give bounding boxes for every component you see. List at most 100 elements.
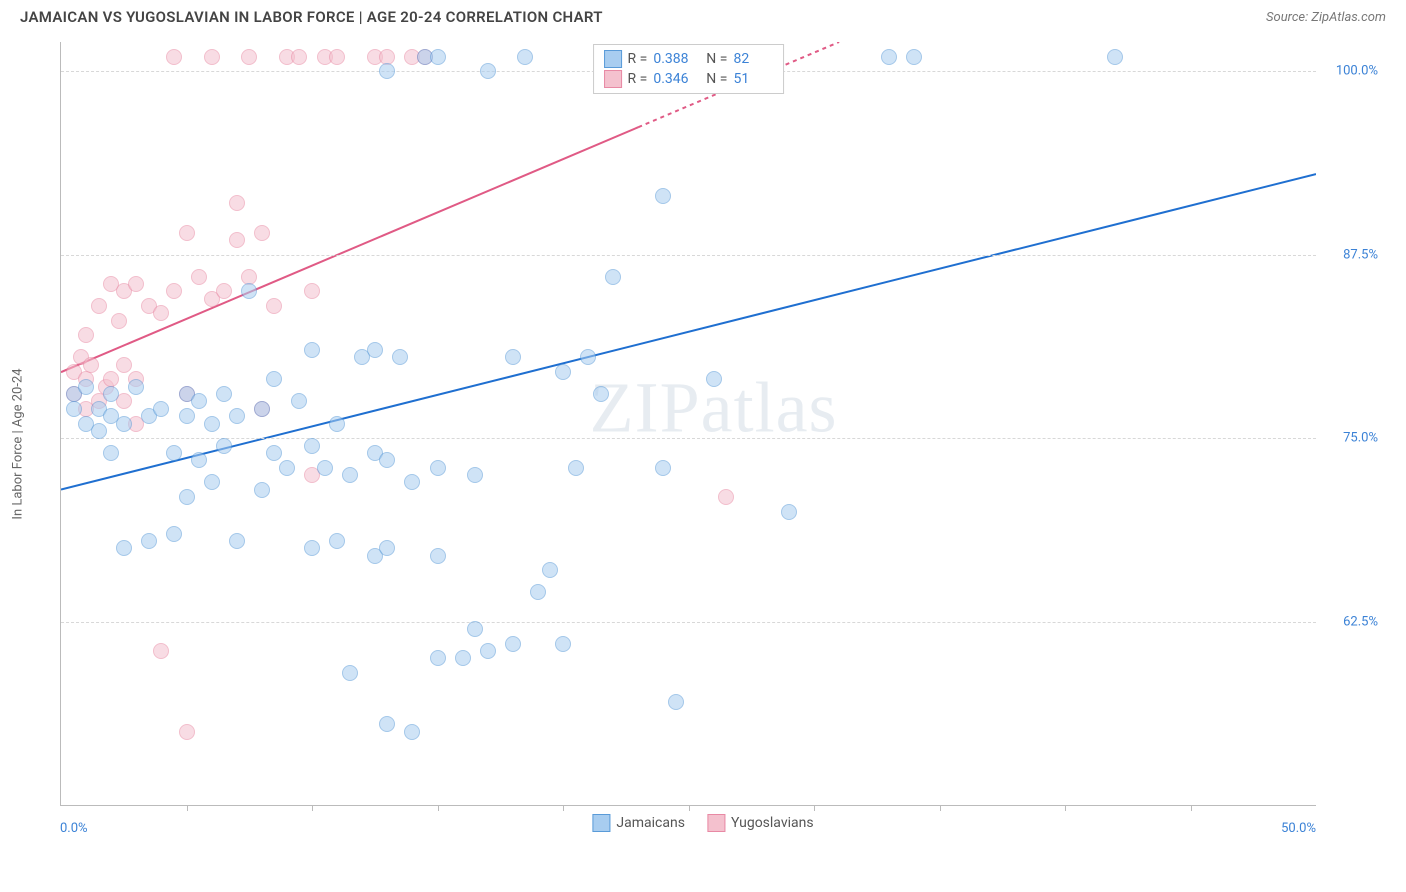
data-point-yugoslavians — [179, 724, 195, 740]
data-point-yugoslavians — [78, 327, 94, 343]
data-point-jamaicans — [216, 386, 232, 402]
x-axis-min-label: 0.0% — [60, 821, 88, 836]
data-point-jamaicans — [568, 460, 584, 476]
x-tick — [689, 805, 690, 811]
data-point-jamaicans — [229, 533, 245, 549]
data-point-jamaicans — [204, 416, 220, 432]
y-tick-label: 62.5% — [1323, 614, 1378, 629]
legend-series-label: Jamaicans — [616, 815, 685, 831]
data-point-yugoslavians — [254, 225, 270, 241]
legend-n-value: 82 — [733, 51, 773, 67]
data-point-jamaicans — [467, 621, 483, 637]
data-point-jamaicans — [505, 636, 521, 652]
data-point-yugoslavians — [166, 49, 182, 65]
data-point-yugoslavians — [111, 313, 127, 329]
data-point-yugoslavians — [128, 276, 144, 292]
data-point-yugoslavians — [103, 371, 119, 387]
data-point-jamaicans — [91, 423, 107, 439]
data-point-jamaicans — [906, 49, 922, 65]
data-point-jamaicans — [166, 445, 182, 461]
data-point-yugoslavians — [153, 643, 169, 659]
data-point-yugoslavians — [304, 283, 320, 299]
data-point-yugoslavians — [329, 49, 345, 65]
data-point-jamaicans — [254, 401, 270, 417]
data-point-jamaicans — [266, 445, 282, 461]
x-tick — [940, 805, 941, 811]
legend-r-label: R = — [628, 51, 648, 67]
data-point-jamaicans — [367, 342, 383, 358]
data-point-yugoslavians — [191, 269, 207, 285]
data-point-yugoslavians — [229, 195, 245, 211]
data-point-yugoslavians — [229, 232, 245, 248]
data-point-yugoslavians — [241, 49, 257, 65]
legend-n-label: N = — [699, 51, 727, 67]
x-tick — [1065, 805, 1066, 811]
y-tick-label: 100.0% — [1323, 64, 1378, 79]
data-point-jamaicans — [455, 650, 471, 666]
data-point-jamaicans — [655, 188, 671, 204]
data-point-jamaicans — [317, 460, 333, 476]
data-point-jamaicans — [116, 416, 132, 432]
data-point-yugoslavians — [718, 489, 734, 505]
chart-source: Source: ZipAtlas.com — [1266, 10, 1386, 25]
data-point-jamaicans — [706, 371, 722, 387]
data-point-jamaicans — [141, 533, 157, 549]
legend-swatch — [592, 814, 610, 832]
legend-series-item: Jamaicans — [592, 814, 685, 832]
data-point-jamaicans — [505, 349, 521, 365]
data-point-jamaicans — [605, 269, 621, 285]
data-point-jamaicans — [342, 467, 358, 483]
x-axis-max-label: 50.0% — [1281, 821, 1316, 836]
data-point-yugoslavians — [166, 283, 182, 299]
data-point-jamaicans — [116, 540, 132, 556]
data-point-jamaicans — [128, 379, 144, 395]
legend-swatch — [604, 50, 622, 68]
data-point-yugoslavians — [291, 49, 307, 65]
data-point-yugoslavians — [91, 298, 107, 314]
data-point-jamaicans — [555, 364, 571, 380]
data-point-jamaicans — [517, 49, 533, 65]
data-point-jamaicans — [379, 63, 395, 79]
data-point-jamaicans — [881, 49, 897, 65]
data-point-jamaicans — [78, 379, 94, 395]
legend-series-label: Yugoslavians — [731, 815, 814, 831]
data-point-jamaicans — [103, 386, 119, 402]
legend-n-value: 51 — [733, 71, 773, 87]
data-point-yugoslavians — [266, 298, 282, 314]
data-point-jamaicans — [216, 438, 232, 454]
data-point-jamaicans — [430, 548, 446, 564]
data-point-jamaicans — [304, 438, 320, 454]
data-point-jamaicans — [304, 342, 320, 358]
data-point-jamaicans — [555, 636, 571, 652]
legend-n-label: N = — [699, 71, 727, 87]
data-point-jamaicans — [404, 724, 420, 740]
gridline — [61, 438, 1316, 439]
data-point-jamaicans — [191, 393, 207, 409]
gridline — [61, 255, 1316, 256]
data-point-yugoslavians — [241, 269, 257, 285]
data-point-jamaicans — [229, 408, 245, 424]
x-tick — [187, 805, 188, 811]
data-point-yugoslavians — [116, 357, 132, 373]
data-point-jamaicans — [430, 460, 446, 476]
data-point-jamaicans — [241, 283, 257, 299]
chart-container: In Labor Force | Age 20-24 ZIPatlas R = … — [20, 34, 1386, 854]
x-tick — [438, 805, 439, 811]
data-point-jamaicans — [153, 401, 169, 417]
data-point-jamaicans — [103, 445, 119, 461]
data-point-jamaicans — [655, 460, 671, 476]
legend-r-value: 0.346 — [653, 71, 693, 87]
data-point-yugoslavians — [179, 225, 195, 241]
data-point-jamaicans — [379, 452, 395, 468]
data-point-jamaicans — [66, 401, 82, 417]
plot-area: ZIPatlas R = 0.388 N = 82R = 0.346 N = 5… — [60, 42, 1316, 806]
trend-lines — [61, 42, 1316, 805]
data-point-yugoslavians — [204, 49, 220, 65]
data-point-jamaicans — [191, 452, 207, 468]
data-point-jamaicans — [430, 650, 446, 666]
data-point-jamaicans — [204, 474, 220, 490]
data-point-jamaicans — [392, 349, 408, 365]
data-point-jamaicans — [329, 533, 345, 549]
data-point-jamaicans — [430, 49, 446, 65]
data-point-jamaicans — [530, 584, 546, 600]
